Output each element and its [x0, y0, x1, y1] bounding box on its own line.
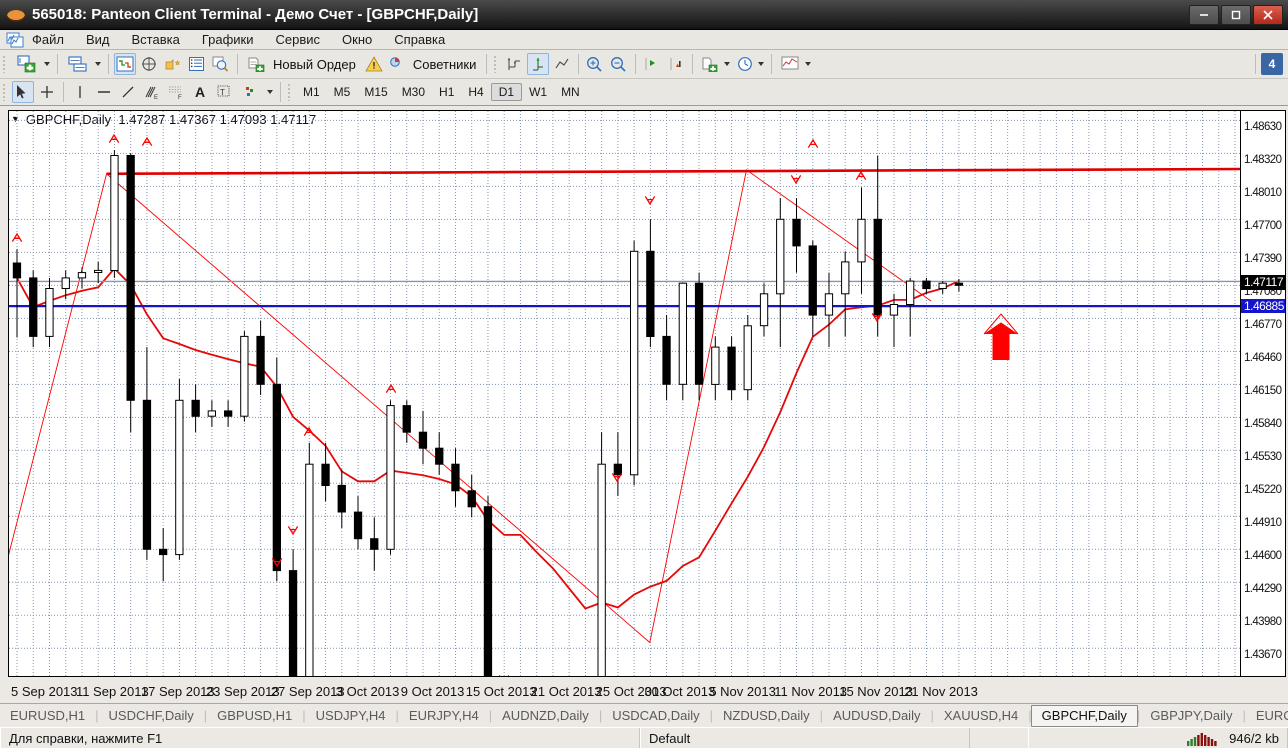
svg-text:F: F [178, 95, 182, 100]
svg-text:T: T [220, 88, 225, 97]
svg-text:E: E [154, 95, 158, 100]
